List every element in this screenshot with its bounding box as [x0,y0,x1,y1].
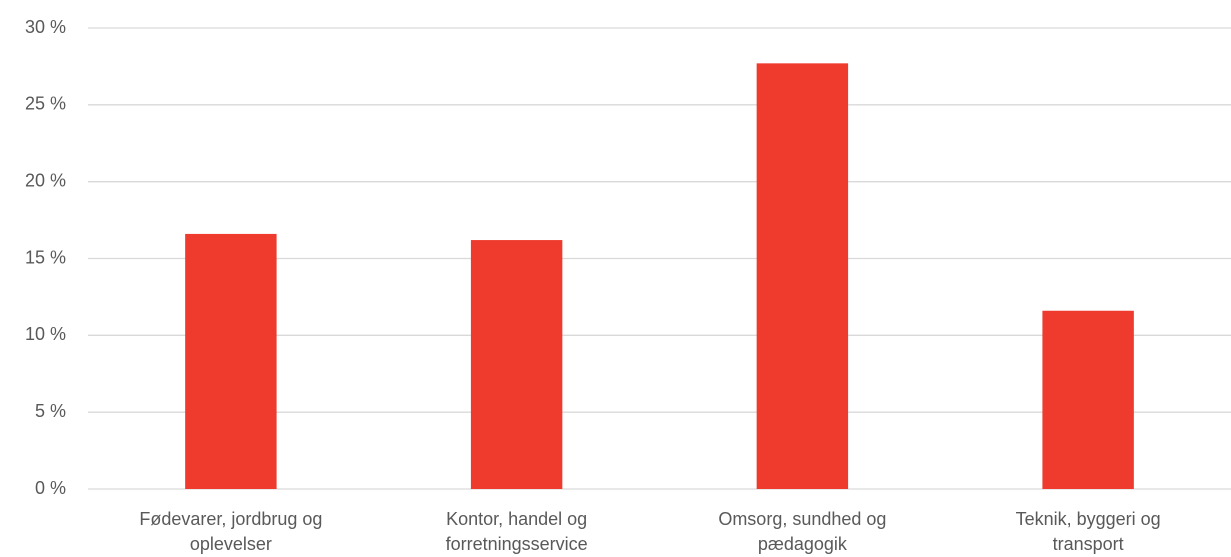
bar [470,240,563,489]
bar [1042,310,1134,489]
bar [185,233,277,489]
y-tick-label: 5 % [35,401,66,421]
x-tick-label: Teknik, byggeri og transport [1016,509,1161,554]
y-tick-label: 15 % [25,247,66,267]
x-tick-label: Kontor, handel og forretningsservice [446,509,588,554]
y-tick-label: 0 % [35,478,66,498]
y-tick-label: 25 % [25,94,66,114]
x-tick-label: Omsorg, sundhed og pædagogik [718,509,886,554]
y-tick-label: 10 % [25,324,66,344]
bar [756,63,849,490]
y-tick-label: 30 % [25,17,66,37]
y-tick-label: 20 % [25,170,66,190]
x-tick-label: Fødevarer, jordbrug og oplevelser [139,509,322,554]
